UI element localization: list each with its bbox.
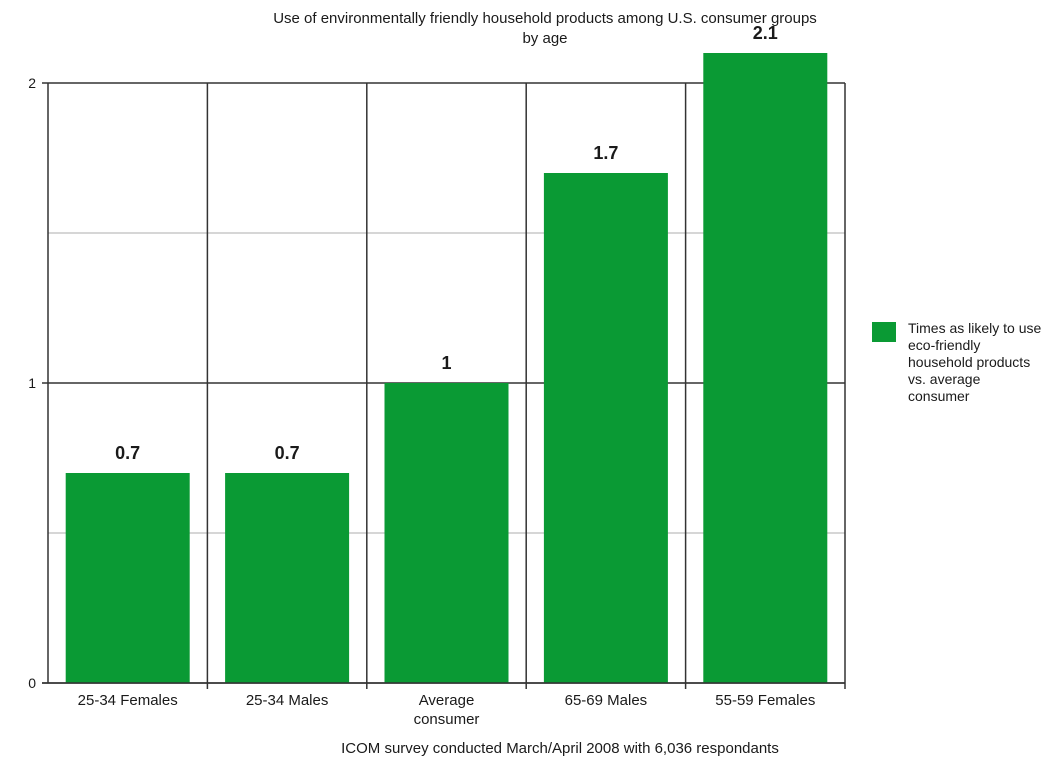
- chart-title: Use of environmentally friendly househol…: [273, 10, 817, 27]
- x-tick-label: 65-69 Males: [565, 692, 648, 709]
- data-label: 2.1: [753, 23, 778, 43]
- x-tick-label: 25-34 Females: [78, 692, 178, 709]
- y-tick-label: 1: [28, 375, 36, 391]
- bar: [65, 473, 190, 683]
- legend-label: Times as likely to use eco-friendly hous…: [908, 320, 1042, 404]
- y-tick-label: 0: [28, 675, 36, 691]
- data-label: 0.7: [115, 443, 140, 463]
- bar: [384, 383, 509, 683]
- bar: [703, 53, 828, 683]
- chart-subtitle: by age: [522, 30, 568, 47]
- x-tick-label: consumer: [414, 711, 480, 728]
- legend-swatch: [872, 322, 896, 342]
- chart-caption: ICOM survey conducted March/April 2008 w…: [341, 740, 779, 757]
- x-tick-label: Average: [419, 692, 475, 709]
- data-label: 1.7: [593, 143, 618, 163]
- bar: [543, 173, 668, 683]
- y-tick-label: 2: [28, 75, 36, 91]
- data-label: 1: [441, 353, 451, 373]
- x-tick-label: 55-59 Females: [715, 692, 815, 709]
- data-label: 0.7: [275, 443, 300, 463]
- bar: [225, 473, 350, 683]
- x-tick-label: 25-34 Males: [246, 692, 329, 709]
